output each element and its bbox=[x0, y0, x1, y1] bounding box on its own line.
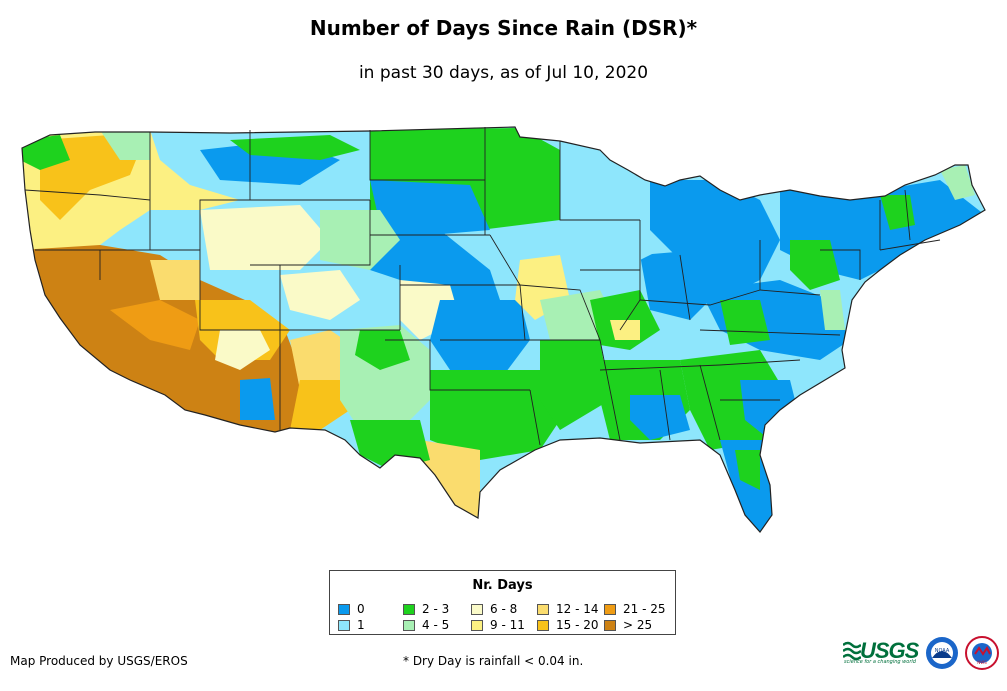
legend-swatch bbox=[604, 604, 616, 615]
legend-item-6: 12 - 14 bbox=[537, 602, 599, 616]
legend-item-3: 4 - 5 bbox=[403, 618, 449, 632]
legend-item-9: > 25 bbox=[604, 618, 652, 632]
usgs-logo: USGS science for a changing world bbox=[843, 638, 919, 665]
legend-item-0: 0 bbox=[338, 602, 365, 616]
legend-swatch bbox=[403, 604, 415, 615]
dsr-map bbox=[21, 126, 986, 533]
svg-text:NOAA: NOAA bbox=[935, 648, 950, 654]
legend-swatch bbox=[537, 620, 549, 631]
legend-item-8: 21 - 25 bbox=[604, 602, 666, 616]
producer-credit: Map Produced by USGS/EROS bbox=[10, 654, 188, 668]
legend-title: Nr. Days bbox=[472, 578, 533, 593]
noaa-logo: NOAA bbox=[926, 637, 958, 669]
legend-swatch bbox=[471, 604, 483, 615]
map-subtitle: in past 30 days, as of Jul 10, 2020 bbox=[358, 63, 649, 83]
dry-day-footnote: * Dry Day is rainfall < 0.04 in. bbox=[403, 654, 584, 668]
legend-item-1: 1 bbox=[338, 618, 365, 632]
map-title: Number of Days Since Rain (DSR)* bbox=[309, 16, 698, 40]
legend-item-7: 15 - 20 bbox=[537, 618, 599, 632]
usgs-wave-icon bbox=[843, 641, 861, 661]
svg-text:NWS: NWS bbox=[977, 660, 987, 665]
legend-item-4: 6 - 8 bbox=[471, 602, 517, 616]
legend-swatch bbox=[338, 620, 350, 631]
legend-swatch bbox=[537, 604, 549, 615]
legend-swatch bbox=[471, 620, 483, 631]
legend-item-5: 9 - 11 bbox=[471, 618, 525, 632]
legend: Nr. Days 0 1 2 - 3 4 - 5 6 - 8 9 - 11 12… bbox=[329, 570, 676, 635]
legend-swatch bbox=[403, 620, 415, 631]
state-boundaries bbox=[21, 126, 986, 533]
legend-swatch bbox=[604, 620, 616, 631]
legend-item-2: 2 - 3 bbox=[403, 602, 449, 616]
nws-logo: NWS bbox=[965, 636, 999, 670]
legend-swatch bbox=[338, 604, 350, 615]
